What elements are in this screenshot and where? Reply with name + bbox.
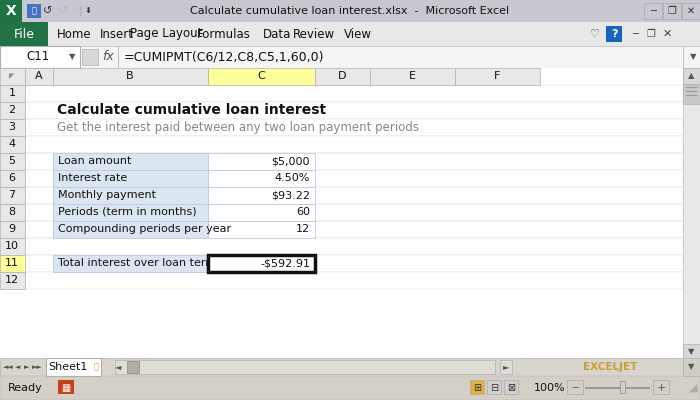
Text: E: E [409,71,416,81]
Text: ◄◄: ◄◄ [3,364,13,370]
Text: EXCELJET: EXCELJET [583,362,637,372]
Text: B: B [126,71,134,81]
Text: +: + [657,383,666,393]
Text: ◢: ◢ [689,383,697,393]
Text: fx: fx [102,50,114,64]
Text: File: File [13,28,34,40]
Text: ►: ► [25,364,29,370]
Text: Ready: Ready [8,383,43,393]
Text: ?: ? [610,29,617,39]
Text: ·: · [56,6,58,16]
Text: $93.22: $93.22 [271,190,310,200]
Text: |: | [78,6,82,16]
Text: ⬇: ⬇ [85,6,92,16]
Text: D: D [337,71,346,81]
Text: 5: 5 [8,156,15,166]
Text: 12: 12 [296,224,310,234]
Text: Page Layout: Page Layout [130,28,202,40]
Text: ▲: ▲ [687,72,694,80]
Text: ▼: ▼ [687,348,694,356]
Text: 6: 6 [8,173,15,183]
Text: Data: Data [262,28,291,40]
Text: ⊠: ⊠ [507,383,515,393]
Text: 7: 7 [8,190,15,200]
Text: F: F [494,71,500,81]
Text: ►►: ►► [32,364,43,370]
Text: -$592.91: -$592.91 [260,258,310,268]
Text: ♡: ♡ [590,29,600,39]
Text: View: View [344,28,372,40]
Text: Compounding periods per year: Compounding periods per year [58,224,231,234]
Text: 2: 2 [8,105,15,115]
Text: 12: 12 [5,275,19,285]
Text: 60: 60 [296,207,310,217]
Text: ▼: ▼ [69,52,76,62]
Text: =CUMIPMT(C6/12,C8,C5,1,60,0): =CUMIPMT(C6/12,C8,C5,1,60,0) [124,50,325,64]
Text: ❐: ❐ [668,6,676,16]
Text: 10: 10 [5,241,19,251]
Text: ◤: ◤ [9,73,15,79]
Text: Sheet1: Sheet1 [48,362,88,372]
Text: A: A [35,71,43,81]
Text: Total interest over loan term: Total interest over loan term [58,258,216,268]
Text: ─: ─ [632,29,638,39]
Text: ◄: ◄ [15,364,21,370]
Text: ▦: ▦ [62,383,71,393]
Text: ⊞: ⊞ [473,383,481,393]
Text: 100%: 100% [534,383,566,393]
Text: 💾: 💾 [32,6,36,16]
Text: Home: Home [57,28,91,40]
Text: ⊟: ⊟ [490,383,498,393]
Text: ❐: ❐ [647,29,655,39]
Text: Periods (term in months): Periods (term in months) [58,207,197,217]
Text: ▼: ▼ [687,362,694,372]
Text: ◄: ◄ [115,362,121,372]
Text: Formulas: Formulas [197,28,251,40]
Text: 🗒: 🗒 [94,362,99,372]
Text: 8: 8 [8,207,15,217]
Text: Calculate cumulative loan interest: Calculate cumulative loan interest [57,103,326,117]
Text: ✕: ✕ [662,29,672,39]
Text: C11: C11 [27,50,50,64]
Text: ✕: ✕ [687,6,695,16]
Text: ▼: ▼ [690,52,696,62]
Text: ·: · [71,6,74,16]
Text: ↺: ↺ [60,6,69,16]
Text: 3: 3 [8,122,15,132]
Text: ─: ─ [572,383,578,393]
Text: ►: ► [503,362,510,372]
Text: Monthly payment: Monthly payment [58,190,156,200]
Text: X: X [6,4,16,18]
Text: 1: 1 [8,88,15,98]
Text: C: C [257,71,265,81]
Text: ─: ─ [650,6,656,16]
Text: Calculate cumulative loan interest.xlsx  -  Microsoft Excel: Calculate cumulative loan interest.xlsx … [190,6,510,16]
Text: Get the interest paid between any two loan payment periods: Get the interest paid between any two lo… [57,120,419,134]
Text: Insert: Insert [100,28,134,40]
Text: 4: 4 [8,139,15,149]
Text: ↺: ↺ [43,6,52,16]
Text: Review: Review [293,28,335,40]
Text: Loan amount: Loan amount [58,156,132,166]
Text: 9: 9 [8,224,15,234]
Text: 11: 11 [5,258,19,268]
Text: 4.50%: 4.50% [274,173,310,183]
Text: $5,000: $5,000 [272,156,310,166]
Text: Interest rate: Interest rate [58,173,127,183]
